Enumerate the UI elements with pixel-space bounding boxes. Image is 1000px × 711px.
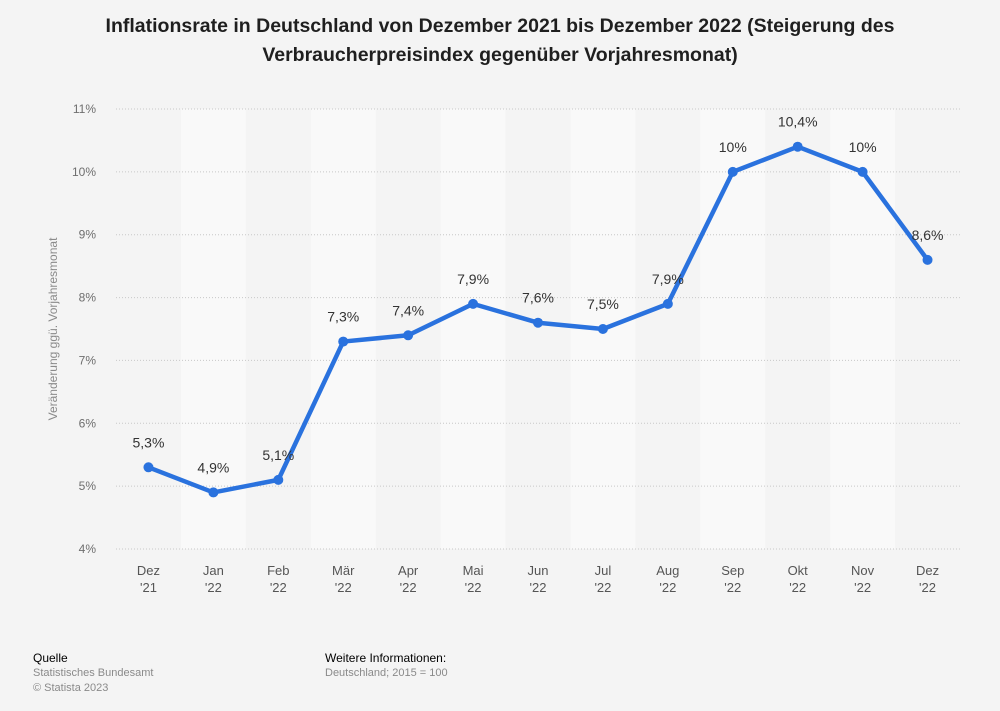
y-tick-label: 9% xyxy=(79,228,97,242)
x-tick-label-year: '22 xyxy=(919,580,936,595)
y-tick-label: 5% xyxy=(79,479,97,493)
y-tick-label: 7% xyxy=(79,353,97,367)
data-label: 7,5% xyxy=(587,296,619,312)
y-axis-label: Veränderung ggü. Vorjahresmonat xyxy=(46,237,60,420)
x-tick-label: Jun xyxy=(528,563,549,578)
info-block: Weitere Informationen: Deutschland; 2015… xyxy=(325,651,448,681)
x-tick-label: Jan xyxy=(203,563,224,578)
data-label: 7,9% xyxy=(457,271,489,287)
x-tick-label: Okt xyxy=(788,563,809,578)
data-label: 10,4% xyxy=(778,114,818,130)
data-label: 4,9% xyxy=(197,459,229,475)
data-point xyxy=(208,487,219,498)
y-tick-label: 8% xyxy=(79,291,97,305)
data-label: 8,6% xyxy=(912,227,944,243)
column-band xyxy=(440,109,506,549)
column-band xyxy=(180,109,246,549)
data-label: 7,9% xyxy=(652,271,684,287)
x-tick-label: Dez xyxy=(916,563,939,578)
x-tick-label-year: '22 xyxy=(789,580,806,595)
x-tick-label: Jul xyxy=(595,563,612,578)
x-tick-label-year: '22 xyxy=(594,580,611,595)
x-tick-label-year: '22 xyxy=(659,580,676,595)
data-point xyxy=(533,317,543,328)
data-label: 5,1% xyxy=(262,447,294,463)
x-tick-label: Apr xyxy=(398,563,419,578)
x-tick-label: Nov xyxy=(851,563,875,578)
data-label: 7,6% xyxy=(522,290,554,306)
data-point xyxy=(468,298,479,309)
source-heading: Quelle xyxy=(33,651,68,665)
x-tick-label-year: '22 xyxy=(465,580,482,595)
y-tick-label: 10% xyxy=(72,165,96,179)
y-tick-label: 11% xyxy=(73,102,96,116)
data-point xyxy=(662,298,673,309)
data-point xyxy=(597,324,608,334)
data-point xyxy=(273,474,284,485)
data-label: 10% xyxy=(849,139,877,155)
x-tick-label: Feb xyxy=(267,563,289,578)
column-band xyxy=(310,109,376,549)
chart-title: Inflationsrate in Deutschland von Dezemb… xyxy=(105,15,895,66)
x-tick-label-year: '21 xyxy=(140,580,157,595)
data-label: 7,4% xyxy=(392,302,424,318)
x-tick-label-year: '22 xyxy=(335,580,352,595)
source-name: Statistisches Bundesamt xyxy=(33,667,154,679)
x-tick-label: Mai xyxy=(463,563,484,578)
data-point xyxy=(792,141,803,152)
x-tick-label-year: '22 xyxy=(530,580,547,595)
data-label: 10% xyxy=(719,139,747,155)
info-heading: Weitere Informationen: xyxy=(325,651,447,665)
data-point xyxy=(922,254,933,265)
x-tick-label-year: '22 xyxy=(205,580,222,595)
x-tick-label: Sep xyxy=(721,563,744,578)
x-tick-label: Dez xyxy=(137,563,160,578)
x-tick-label-year: '22 xyxy=(270,580,287,595)
data-label: 5,3% xyxy=(133,434,165,450)
copyright: © Statista 2023 xyxy=(33,682,109,694)
column-band xyxy=(830,109,896,549)
data-point xyxy=(403,330,414,341)
x-tick-label-year: '22 xyxy=(724,580,741,595)
column-band xyxy=(700,109,766,549)
info-text: Deutschland; 2015 = 100 xyxy=(325,667,448,679)
source-block: Quelle Statistisches Bundesamt © Statist… xyxy=(33,651,153,696)
data-point xyxy=(143,462,154,473)
y-tick-label: 6% xyxy=(79,416,97,430)
x-tick-label: Mär xyxy=(332,563,355,578)
data-point xyxy=(727,166,738,177)
x-tick-label-year: '22 xyxy=(400,580,417,595)
data-point xyxy=(857,166,868,177)
y-tick-label: 4% xyxy=(79,542,97,556)
data-label: 7,3% xyxy=(327,309,359,325)
x-tick-label: Aug xyxy=(656,563,679,578)
x-tick-label-year: '22 xyxy=(854,580,871,595)
data-point xyxy=(338,336,349,347)
